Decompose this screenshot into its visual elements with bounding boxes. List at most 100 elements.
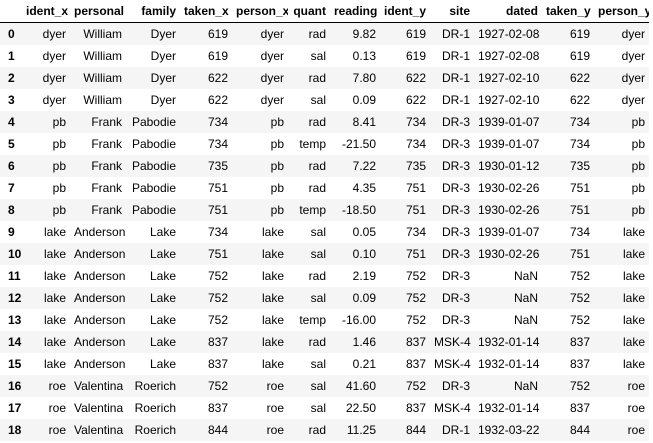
cell-personal: Anderson <box>74 357 126 371</box>
cell-taken-x: 622 <box>207 71 228 85</box>
cell-quant: temp <box>299 203 326 217</box>
cell-ident-x: pb <box>52 137 66 151</box>
cell-person-y: pb <box>631 159 645 173</box>
cell-personal: Valentina <box>74 401 124 415</box>
cell-taken-y: 837 <box>569 357 590 371</box>
cell-site: DR-3 <box>441 137 470 151</box>
cell-ident-x: pb <box>52 159 66 173</box>
cell-dated: 1932-01-14 <box>478 357 540 371</box>
cell-site: DR-3 <box>441 159 470 173</box>
row-index: 11 <box>8 269 21 283</box>
cell-person-x: lake <box>261 313 284 327</box>
cell-reading: 11.25 <box>346 423 376 437</box>
cell-ident-x: pb <box>52 181 66 195</box>
cell-personal: Anderson <box>74 291 126 305</box>
cell-family: Pabodie <box>131 159 176 173</box>
table-row: 0 dyer William Dyer 619 dyer rad 9.82 619 DR-1 192… <box>0 22 649 45</box>
cell-reading: 22.50 <box>345 401 376 415</box>
table-row: 1 dyer William Dyer 619 dyer sal 0.13 619 DR-1 192… <box>0 45 649 67</box>
cell-reading: 1.46 <box>352 335 376 349</box>
cell-site: DR-1 <box>441 71 470 85</box>
cell-taken-y: 735 <box>569 159 590 173</box>
cell-reading: 0.21 <box>352 357 376 371</box>
cell-family: Pabodie <box>131 203 176 217</box>
row-index: 15 <box>8 357 22 371</box>
cell-ident-y: 837 <box>405 335 426 349</box>
cell-dated: 1930-01-12 <box>478 159 540 173</box>
cell-reading: 8.41 <box>352 115 376 129</box>
cell-personal: William <box>83 27 122 41</box>
cell-ident-y: 734 <box>405 225 426 239</box>
cell-personal: Valentina <box>74 423 124 437</box>
cell-taken-y: 837 <box>569 401 590 415</box>
cell-quant: sal <box>310 93 326 107</box>
table-row: 9 lake Anderson Lake 734 lake sal 0.05 734 DR-3 19… <box>0 221 649 243</box>
table-row: 3 dyer William Dyer 622 dyer sal 0.09 622 DR-1 192… <box>0 89 649 111</box>
row-index: 13 <box>8 313 22 327</box>
cell-site: DR-3 <box>441 291 470 305</box>
cell-ident-y: 622 <box>405 93 426 107</box>
cell-dated: 1932-01-14 <box>478 335 540 349</box>
cell-taken-x: 751 <box>207 247 228 261</box>
row-index: 4 <box>8 115 15 129</box>
cell-ident-y: 751 <box>405 181 426 195</box>
cell-personal: Anderson <box>74 335 126 349</box>
column-header-dated: dated <box>474 0 542 23</box>
cell-person-y: dyer <box>621 93 645 107</box>
cell-person-x: roe <box>266 401 284 415</box>
cell-personal: Anderson <box>74 225 126 239</box>
cell-family: Dyer <box>150 71 176 85</box>
cell-taken-x: 837 <box>207 357 228 371</box>
cell-ident-y: 844 <box>405 423 426 437</box>
column-header-ident-x: ident_x <box>22 0 70 23</box>
table-row: 17 roe Valentina Roerich 837 roe sal 22.50 837 MS… <box>0 397 649 419</box>
table-row: 7 pb Frank Pabodie 751 pb rad 4.35 751 DR-3 1930-0… <box>0 177 649 199</box>
cell-person-y: lake <box>622 313 645 327</box>
cell-reading: 41.60 <box>345 379 376 393</box>
cell-dated: NaN <box>513 269 538 283</box>
cell-dated: 1939-01-07 <box>478 115 540 129</box>
cell-person-x: lake <box>261 357 284 371</box>
cell-dated: 1927-02-10 <box>478 93 540 107</box>
cell-family: Pabodie <box>131 115 176 129</box>
table-body: 0 dyer William Dyer 619 dyer rad 9.82 619 DR-1 192… <box>0 22 649 441</box>
cell-quant: rad <box>308 159 326 173</box>
table-row: 13 lake Anderson Lake 752 lake temp -16.00 752 DR… <box>0 309 649 331</box>
cell-ident-y: 752 <box>405 291 426 305</box>
cell-ident-x: roe <box>48 379 66 393</box>
cell-ident-y: 619 <box>405 27 426 41</box>
cell-dated: 1930-02-26 <box>478 247 540 261</box>
cell-ident-x: lake <box>43 269 66 283</box>
cell-reading: 7.80 <box>352 71 376 85</box>
header-row: ident_x personal family taken_x person_x quan… <box>0 0 649 23</box>
cell-personal: Frank <box>91 181 122 195</box>
cell-dated: 1932-03-22 <box>478 423 540 437</box>
cell-reading: 0.05 <box>352 225 376 239</box>
cell-taken-y: 844 <box>569 423 590 437</box>
cell-ident-x: roe <box>48 401 66 415</box>
cell-quant: sal <box>310 49 326 63</box>
cell-person-x: lake <box>261 247 284 261</box>
cell-personal: Frank <box>91 137 122 151</box>
column-header-person-x: person_x <box>232 0 288 23</box>
cell-family: Dyer <box>150 49 176 63</box>
row-index: 12 <box>8 291 22 305</box>
column-header-site: site <box>430 0 474 23</box>
cell-family: Dyer <box>150 27 176 41</box>
cell-person-y: pb <box>631 203 645 217</box>
cell-taken-y: 752 <box>569 269 590 283</box>
cell-taken-x: 752 <box>207 313 228 327</box>
cell-dated: 1939-01-07 <box>478 137 540 151</box>
cell-family: Roerich <box>134 379 176 393</box>
cell-ident-y: 734 <box>405 137 426 151</box>
cell-person-y: dyer <box>621 71 645 85</box>
cell-person-x: pb <box>270 181 284 195</box>
cell-person-x: pb <box>270 115 284 129</box>
cell-site: DR-3 <box>441 181 470 195</box>
cell-ident-y: 622 <box>405 71 426 85</box>
cell-personal: William <box>83 71 122 85</box>
cell-quant: rad <box>308 423 326 437</box>
table-row: 4 pb Frank Pabodie 734 pb rad 8.41 734 DR-3 1939-0… <box>0 111 649 133</box>
cell-person-y: pb <box>631 115 645 129</box>
cell-site: DR-3 <box>441 269 470 283</box>
